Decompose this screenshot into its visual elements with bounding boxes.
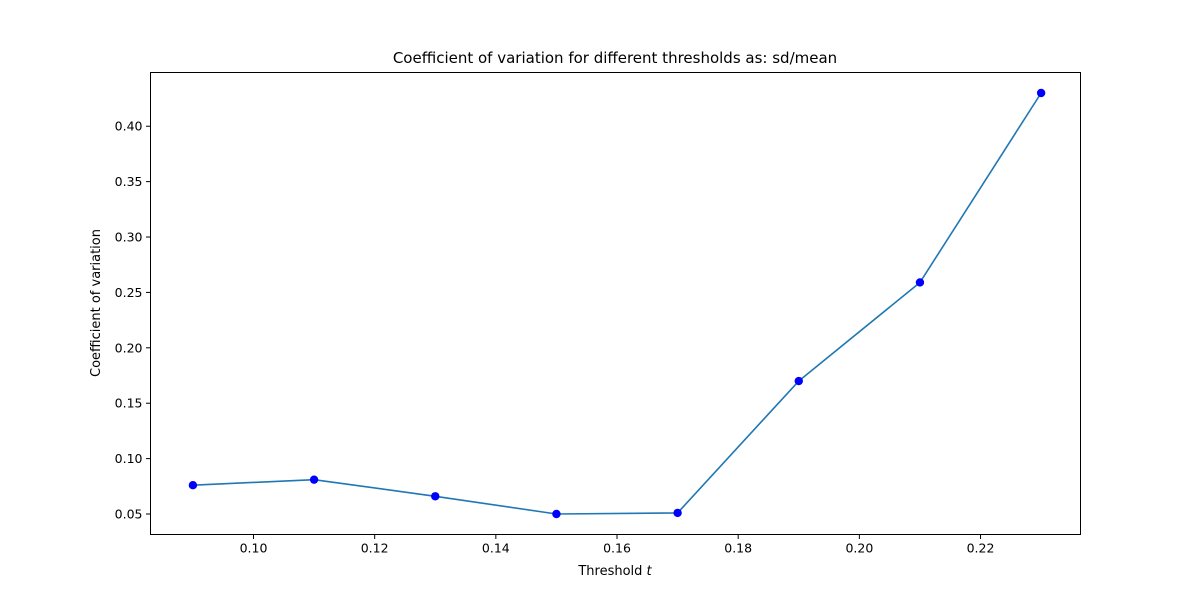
x-axis-label: Threshold t [577, 564, 652, 579]
x-axis-label-text: Threshold [577, 564, 646, 579]
x-tick-label: 0.20 [845, 541, 873, 556]
y-tick-label: 0.40 [115, 119, 143, 134]
y-tick-label: 0.20 [115, 340, 143, 355]
x-tick-label: 0.10 [240, 541, 268, 556]
y-tick-label: 0.05 [115, 507, 143, 522]
data-point [431, 492, 440, 501]
data-point [794, 376, 803, 386]
y-axis-label: Coefficient of variation [89, 229, 104, 377]
data-point [673, 508, 682, 518]
y-tick-label: 0.15 [115, 396, 143, 411]
data-point [1036, 88, 1046, 98]
data-point [188, 480, 198, 490]
data-point [309, 475, 319, 484]
y-tick-label: 0.35 [115, 174, 143, 189]
plot-area [150, 72, 1081, 535]
x-tick-label: 0.22 [967, 541, 995, 556]
y-tick-label: 0.30 [115, 230, 143, 245]
x-tick-label: 0.16 [603, 541, 631, 556]
data-point [552, 509, 561, 519]
data-point [915, 278, 925, 287]
x-tick-label: 0.18 [724, 541, 752, 556]
axes-frame [150, 72, 1081, 535]
chart-title: Coefficient of variation for different t… [393, 49, 837, 67]
y-axis: 0.05 0.10 0.15 0.20 0.25 0.30 0.35 0.40 [115, 119, 151, 522]
x-axis-label-variable: t [647, 564, 653, 579]
y-tick-label: 0.25 [115, 285, 143, 300]
x-axis: 0.10 0.12 0.14 0.16 0.18 0.20 0.22 [240, 534, 995, 556]
series-layer [188, 88, 1046, 519]
x-tick-label: 0.12 [361, 541, 389, 556]
x-tick-label: 0.14 [482, 541, 510, 556]
y-tick-label: 0.10 [115, 451, 143, 466]
series-line [192, 92, 1042, 515]
